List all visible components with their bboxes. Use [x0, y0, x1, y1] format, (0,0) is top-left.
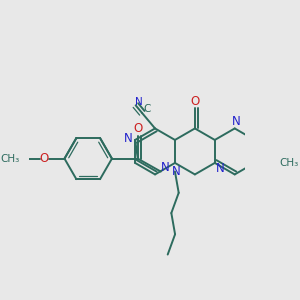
Text: C: C [143, 104, 151, 114]
Text: N: N [124, 132, 133, 145]
Text: O: O [133, 122, 142, 135]
Text: CH₃: CH₃ [279, 158, 298, 168]
Text: N: N [161, 161, 170, 174]
Text: N: N [216, 162, 225, 175]
Text: N: N [135, 97, 143, 107]
Text: CH₃: CH₃ [0, 154, 19, 164]
Text: O: O [190, 95, 200, 108]
Text: O: O [40, 152, 49, 165]
Text: N: N [172, 165, 181, 178]
Text: N: N [232, 115, 241, 128]
